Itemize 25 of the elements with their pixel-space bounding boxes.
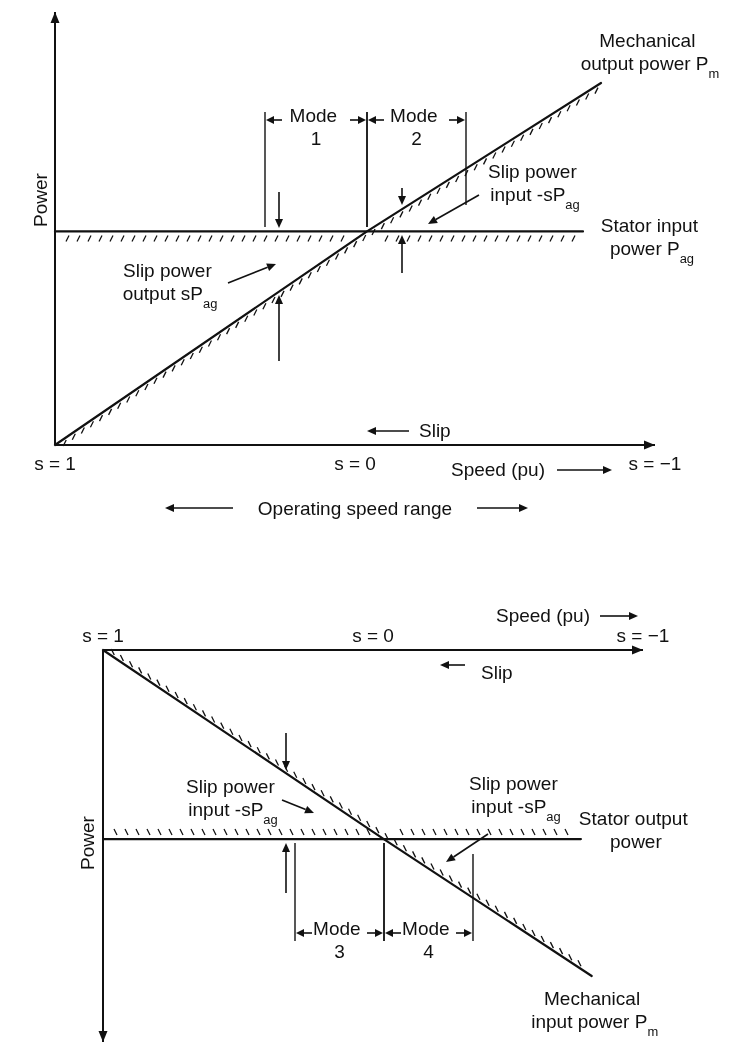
- annotation: Slip power input -sP$_{ag}$: [469, 773, 563, 824]
- annotation: Slip power output sP$_{ag}$: [122, 260, 218, 311]
- text: Operating speed range: [257, 498, 453, 519]
- x-tick-label: s = −1: [616, 625, 670, 646]
- annotation: Mode 4: [402, 918, 455, 962]
- annotation: Slip: [419, 420, 451, 441]
- x-tick-label: s = 0: [334, 453, 376, 474]
- legend-label: Stator output power: [578, 808, 693, 853]
- x-tick-label: s = 1: [34, 453, 76, 474]
- x-axis-title: Speed (pu): [495, 605, 590, 626]
- annotation: Mode 2: [390, 105, 443, 149]
- y-axis-title: Power: [77, 815, 98, 870]
- series-label: Mechanical output power P$_{m}$: [580, 30, 720, 81]
- legend-label: Stator input power P$_{ag}$: [600, 215, 704, 266]
- annotation: Slip power input -sP$_{ag}$: [186, 776, 280, 827]
- x-axis-title: Speed (pu): [450, 459, 545, 480]
- annotation: Slip: [481, 662, 513, 683]
- x-tick-label: s = −1: [628, 453, 682, 474]
- series-label: Mechanical input power P$_{m}$: [531, 988, 659, 1039]
- annotation: Mode 1: [289, 105, 343, 149]
- y-axis-title: Power: [30, 172, 51, 227]
- annotation: Slip power input -sP$_{ag}$: [488, 161, 582, 212]
- x-tick-label: s = 1: [82, 625, 124, 646]
- annotation: Mode 3: [313, 918, 366, 962]
- x-tick-label: s = 0: [352, 625, 394, 646]
